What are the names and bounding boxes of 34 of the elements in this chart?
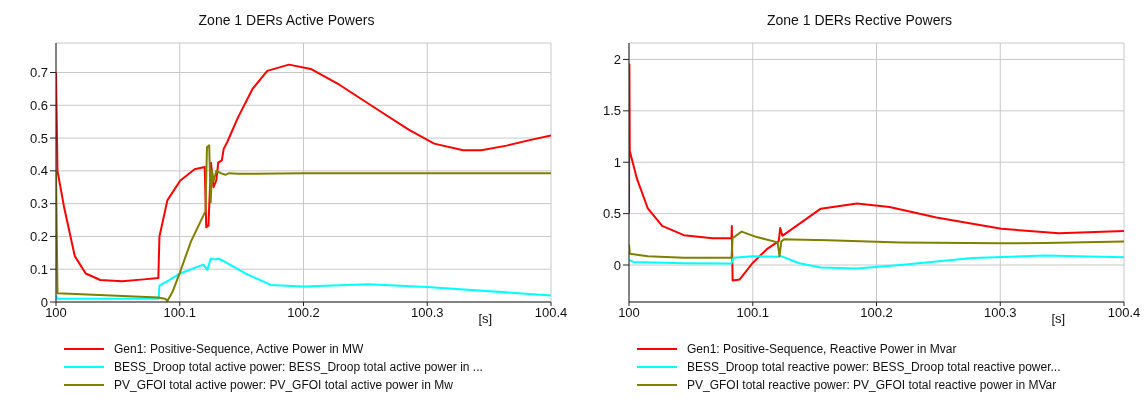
x-tick-label: 100.2 bbox=[287, 305, 320, 321]
y-tick-label: 0.3 bbox=[29, 196, 48, 212]
chart-title: Zone 1 DERs Rective Powers bbox=[765, 11, 954, 30]
y-tick-label: 0.4 bbox=[29, 163, 48, 179]
y-tick-label: 2 bbox=[613, 52, 621, 68]
x-tick-label: 100.2 bbox=[860, 305, 893, 321]
legend-label: BESS_Droop total active power: BESS_Droop total active power in ... bbox=[114, 360, 483, 374]
line-series bbox=[56, 63, 551, 283]
y-tick-label: 1.5 bbox=[602, 103, 621, 119]
legend-label: PV_GFOI total reactive power: PV_GFOI total reactive power in MVar bbox=[687, 378, 1057, 392]
y-tick-label: 0.5 bbox=[29, 130, 48, 146]
x-tick-label: 100.3 bbox=[410, 305, 444, 321]
y-tick-label: 0.5 bbox=[602, 206, 621, 222]
y-tick-label: 0.6 bbox=[29, 97, 48, 113]
line-series bbox=[629, 254, 1124, 270]
x-tick-label: 100.1 bbox=[163, 305, 197, 321]
legend-label: Gen1: Positive-Sequence, Active Power in MW bbox=[114, 342, 364, 356]
legend-label: BESS_Droop total reactive power: BESS_Droop total reactive power... bbox=[687, 360, 1061, 374]
x-tick-label: 100 bbox=[618, 305, 640, 321]
y-tick-label: 1 bbox=[613, 154, 621, 170]
y-tick-label: 0 bbox=[613, 257, 621, 273]
x-axis-title: [s] bbox=[478, 311, 493, 326]
line-series bbox=[629, 230, 1124, 259]
y-tick-label: 0.2 bbox=[29, 229, 48, 245]
legend-label: PV_GFOI total active power: PV_GFOI total active power in Mw bbox=[114, 378, 453, 392]
y-tick-label: 0.1 bbox=[29, 261, 48, 277]
x-tick-label: 100.4 bbox=[1107, 305, 1141, 321]
x-tick-label: 100.3 bbox=[983, 305, 1017, 321]
x-tick-label: 100.4 bbox=[534, 305, 568, 321]
legend-label: Gen1: Positive-Sequence, Reactive Power in Mvar bbox=[687, 342, 957, 356]
chart-title: Zone 1 DERs Active Powers bbox=[197, 11, 376, 30]
x-axis-title: [s] bbox=[1051, 311, 1066, 326]
y-tick-label: 0.7 bbox=[29, 65, 48, 81]
x-tick-label: 100.1 bbox=[736, 305, 770, 321]
